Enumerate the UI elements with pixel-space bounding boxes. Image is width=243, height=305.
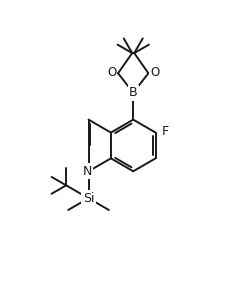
Text: O: O xyxy=(150,66,159,79)
Text: B: B xyxy=(129,86,138,99)
Text: O: O xyxy=(107,66,116,79)
Text: F: F xyxy=(162,125,169,138)
Text: N: N xyxy=(83,165,92,178)
Text: Si: Si xyxy=(83,192,94,205)
